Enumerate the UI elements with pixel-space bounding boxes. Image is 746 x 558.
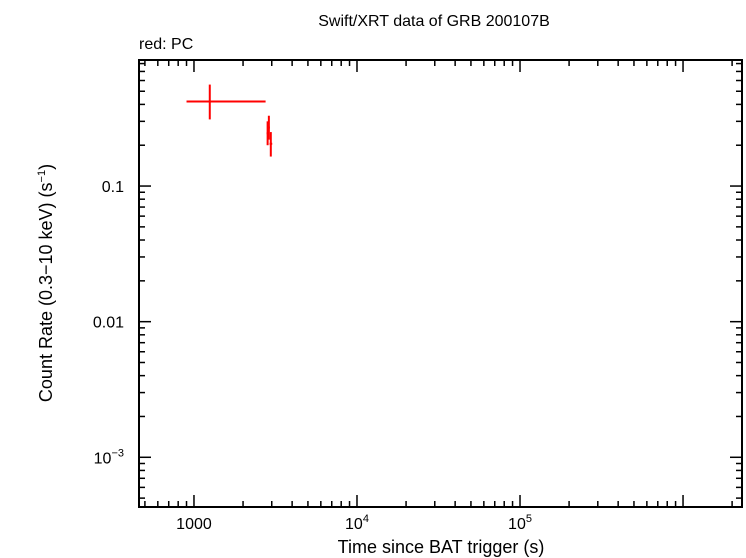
y-axis-label: Count Rate (0.3−10 keV) (s−1) [36, 164, 56, 402]
y-tick-label: 10−3 [94, 447, 124, 467]
axis-ticks [139, 60, 742, 507]
x-tick-label-sup: 5 [526, 513, 532, 525]
y-tick-labels: 0.1 0.01 10−3 [93, 179, 124, 467]
y-axis-label-close: ) [36, 164, 56, 170]
x-tick-label-sup: 4 [363, 513, 369, 525]
y-tick-label-base: 0.01 [93, 315, 124, 332]
chart-subtitle: red: PC [139, 36, 193, 53]
data-points [186, 84, 273, 157]
x-tick-label: 104 [345, 513, 369, 533]
data-point [269, 132, 273, 157]
x-tick-labels: 1000 104 105 [176, 513, 532, 533]
y-axis-label-main: Count Rate (0.3−10 keV) (s [36, 182, 56, 402]
y-tick-label: 0.01 [93, 315, 124, 332]
plot-frame [138, 59, 743, 508]
y-tick-label-sup: −3 [111, 447, 124, 459]
x-tick-label-base: 10 [508, 516, 526, 533]
chart-title: Swift/XRT data of GRB 200107B [318, 13, 550, 30]
y-tick-label: 0.1 [102, 179, 124, 196]
data-point [267, 115, 270, 140]
y-tick-label-base: 10 [94, 450, 112, 467]
x-tick-label-base: 1000 [176, 516, 212, 533]
x-tick-label: 105 [508, 513, 532, 533]
x-tick-label-base: 10 [345, 516, 363, 533]
x-axis-label: Time since BAT trigger (s) [338, 537, 545, 557]
y-tick-label-base: 0.1 [102, 179, 124, 196]
x-tick-label: 1000 [176, 516, 212, 533]
data-point [186, 84, 266, 120]
y-axis-label-sup: −1 [36, 170, 48, 183]
